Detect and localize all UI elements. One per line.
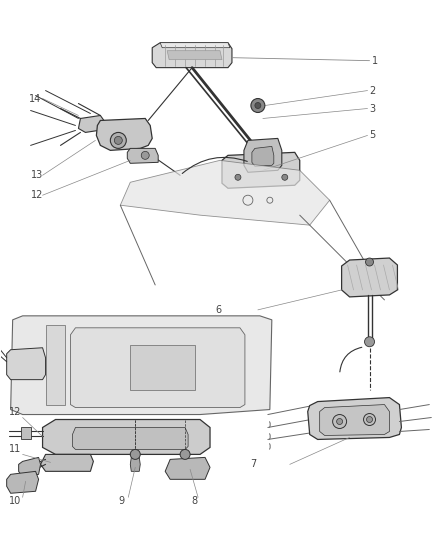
Text: 8: 8 [191, 496, 197, 506]
Text: 12: 12 [9, 407, 21, 416]
Polygon shape [46, 325, 66, 405]
Circle shape [180, 449, 190, 459]
Text: 11: 11 [9, 445, 21, 455]
Polygon shape [96, 118, 152, 150]
Polygon shape [41, 455, 93, 471]
Text: 14: 14 [28, 93, 41, 103]
Polygon shape [152, 43, 232, 68]
Text: 3: 3 [370, 103, 376, 114]
Polygon shape [7, 471, 39, 493]
Circle shape [255, 102, 261, 109]
Polygon shape [71, 328, 245, 408]
Polygon shape [72, 427, 188, 449]
Text: 7: 7 [250, 459, 256, 470]
Text: 2: 2 [370, 86, 376, 95]
Circle shape [114, 136, 122, 144]
Circle shape [282, 174, 288, 180]
Circle shape [332, 415, 346, 429]
Polygon shape [244, 139, 282, 172]
Polygon shape [21, 427, 31, 439]
Circle shape [141, 151, 149, 159]
Polygon shape [19, 457, 41, 478]
Polygon shape [78, 116, 106, 132]
Polygon shape [120, 160, 330, 225]
Circle shape [366, 258, 374, 266]
Text: 6: 6 [215, 305, 221, 315]
Circle shape [110, 132, 126, 148]
Polygon shape [127, 148, 158, 163]
Circle shape [337, 418, 343, 424]
Polygon shape [11, 316, 272, 415]
Text: 13: 13 [31, 170, 43, 180]
Polygon shape [130, 457, 140, 471]
Circle shape [364, 414, 375, 425]
Polygon shape [165, 457, 210, 479]
Polygon shape [222, 152, 300, 188]
Circle shape [235, 174, 241, 180]
Text: 9: 9 [118, 496, 124, 506]
Polygon shape [7, 348, 46, 379]
Circle shape [367, 416, 372, 423]
Text: 5: 5 [370, 131, 376, 140]
Polygon shape [308, 398, 401, 439]
Text: 12: 12 [31, 190, 43, 200]
Polygon shape [320, 405, 389, 435]
Polygon shape [160, 43, 230, 47]
Text: 10: 10 [9, 496, 21, 506]
Polygon shape [167, 51, 222, 60]
Text: 1: 1 [371, 55, 378, 66]
Circle shape [364, 337, 374, 347]
Polygon shape [342, 258, 397, 297]
Polygon shape [252, 147, 274, 166]
Polygon shape [42, 419, 210, 455]
Circle shape [130, 449, 140, 459]
Circle shape [251, 99, 265, 112]
Polygon shape [130, 345, 195, 390]
